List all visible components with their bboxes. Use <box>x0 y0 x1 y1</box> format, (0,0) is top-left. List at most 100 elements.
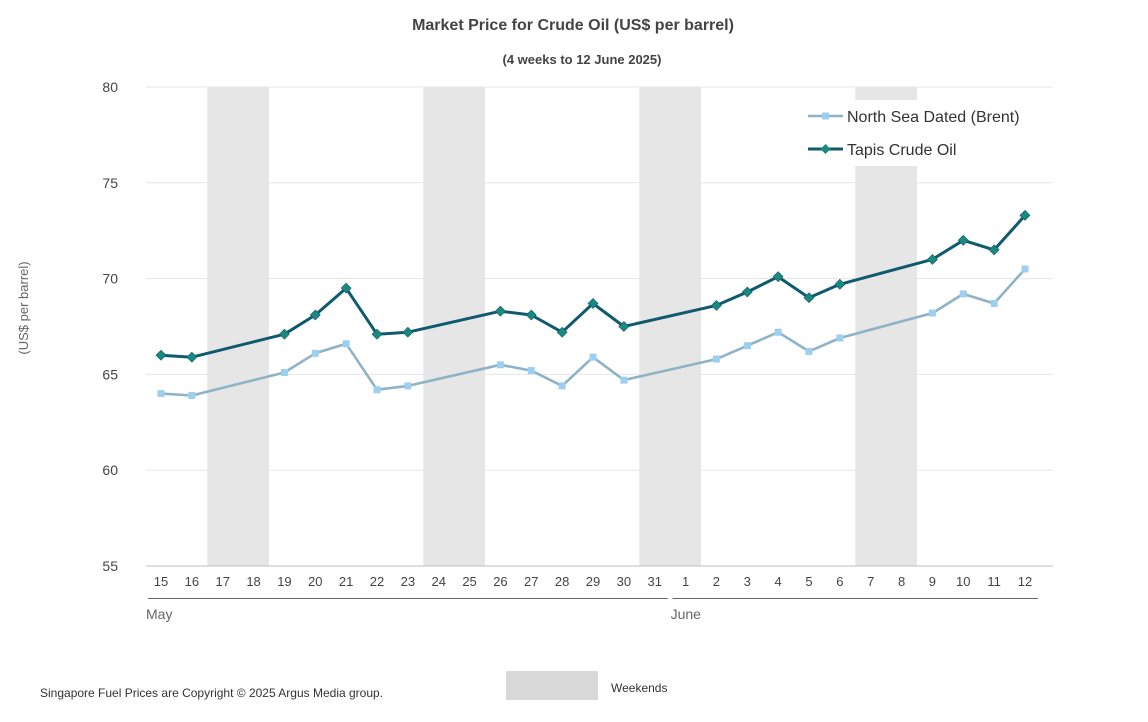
series-lines <box>155 209 1031 399</box>
x-tick-label: 12 <box>1018 574 1032 589</box>
data-point-brent <box>712 355 720 363</box>
weekend-bands <box>207 87 917 566</box>
month-axis: May June <box>146 598 1038 622</box>
data-point-tapis <box>772 271 784 283</box>
y-tick-label: 70 <box>102 271 118 287</box>
data-point-brent <box>959 290 967 298</box>
data-point-brent <box>188 391 196 399</box>
x-tick-label: 19 <box>277 574 291 589</box>
weekend-band <box>207 87 269 566</box>
data-point-brent <box>743 342 751 350</box>
x-tick-label: 11 <box>987 574 1001 589</box>
chart-subtitle: (4 weeks to 12 June 2025) <box>503 52 662 67</box>
data-point-tapis <box>525 309 537 321</box>
x-tick-label: 28 <box>555 574 569 589</box>
legend-background <box>800 100 1042 166</box>
x-tick-label: 25 <box>462 574 476 589</box>
y-tick-label: 80 <box>102 79 118 95</box>
data-point-tapis <box>957 234 969 246</box>
y-tick-label: 75 <box>102 175 118 191</box>
x-tick-label: 9 <box>929 574 936 589</box>
data-point-brent <box>990 300 998 308</box>
data-point-brent <box>496 361 504 369</box>
x-tick-label: 31 <box>647 574 661 589</box>
legend-marker <box>820 144 831 154</box>
data-point-brent <box>558 382 566 390</box>
x-tick-label: 29 <box>586 574 600 589</box>
data-point-tapis <box>803 292 815 304</box>
x-tick-label: 27 <box>524 574 538 589</box>
data-point-tapis <box>711 299 722 311</box>
month-label: June <box>671 606 702 622</box>
y-axis-title: (US$ per barrel) <box>16 261 31 354</box>
x-tick-label: 22 <box>370 574 384 589</box>
data-point-tapis <box>927 254 938 265</box>
data-point-brent <box>620 376 628 384</box>
legend-label: Tapis Crude Oil <box>847 142 956 159</box>
y-tick-label: 60 <box>102 462 118 478</box>
weekend-band <box>639 87 701 566</box>
data-point-brent <box>836 334 844 342</box>
x-axis: 15 16 17 18 19 20 21 22 23 24 25 26 27 28 29 30 31 1 2 3 4 5 6… <box>154 574 1032 589</box>
weekends-legend-label: Weekends <box>611 681 667 695</box>
y-tick-label: 65 <box>102 366 118 382</box>
data-point-brent <box>774 328 782 336</box>
x-tick-label: 2 <box>713 574 720 589</box>
data-point-brent <box>1021 265 1029 273</box>
x-tick-label: 4 <box>775 574 782 589</box>
weekends-legend-swatch <box>506 671 598 700</box>
y-axis: 55 60 65 70 75 80 <box>102 79 118 574</box>
data-point-brent <box>404 382 412 390</box>
gridlines <box>146 86 1053 567</box>
data-point-tapis <box>186 351 198 363</box>
data-point-brent <box>280 368 288 376</box>
chart-title: Market Price for Crude Oil (US$ per barr… <box>412 17 734 34</box>
data-point-tapis <box>556 326 568 338</box>
data-point-tapis <box>618 321 630 332</box>
x-tick-label: 15 <box>154 574 168 589</box>
data-point-tapis <box>495 305 506 317</box>
x-tick-label: 24 <box>431 574 445 589</box>
x-tick-label: 1 <box>682 574 689 589</box>
x-tick-label: 21 <box>339 574 353 589</box>
data-point-brent <box>589 353 597 361</box>
x-tick-label: 26 <box>493 574 507 589</box>
x-tick-label: 23 <box>401 574 415 589</box>
legend: North Sea Dated (Brent) Tapis Crude Oil <box>800 100 1042 166</box>
data-point-brent <box>311 349 319 357</box>
x-tick-label: 30 <box>617 574 631 589</box>
data-point-brent <box>157 390 165 398</box>
x-tick-label: 8 <box>898 574 905 589</box>
x-tick-label: 6 <box>836 574 843 589</box>
data-point-brent <box>928 309 936 317</box>
x-tick-label: 10 <box>956 574 970 589</box>
data-point-brent <box>373 386 381 394</box>
month-label: May <box>146 606 172 622</box>
data-point-tapis <box>988 244 1000 256</box>
legend-label: North Sea Dated (Brent) <box>847 109 1020 126</box>
x-tick-label: 5 <box>805 574 812 589</box>
data-point-brent <box>805 347 813 355</box>
legend-marker <box>822 112 829 120</box>
x-tick-label: 7 <box>867 574 874 589</box>
x-tick-label: 3 <box>744 574 751 589</box>
copyright-text: Singapore Fuel Prices are Copyright © 20… <box>40 686 383 700</box>
data-point-brent <box>342 340 350 348</box>
data-point-brent <box>527 367 535 375</box>
data-point-tapis <box>1019 209 1031 221</box>
x-tick-label: 16 <box>185 574 199 589</box>
data-point-tapis <box>741 286 753 298</box>
y-tick-label: 55 <box>102 558 118 574</box>
x-tick-label: 20 <box>308 574 322 589</box>
data-point-tapis <box>279 328 290 340</box>
data-point-tapis <box>587 298 599 309</box>
data-point-tapis <box>155 349 167 361</box>
data-point-tapis <box>371 328 383 340</box>
x-tick-label: 17 <box>215 574 229 589</box>
data-point-tapis <box>834 278 846 290</box>
data-point-tapis <box>402 326 414 338</box>
data-point-tapis <box>309 309 321 321</box>
x-tick-label: 18 <box>246 574 260 589</box>
data-point-tapis <box>340 282 352 294</box>
